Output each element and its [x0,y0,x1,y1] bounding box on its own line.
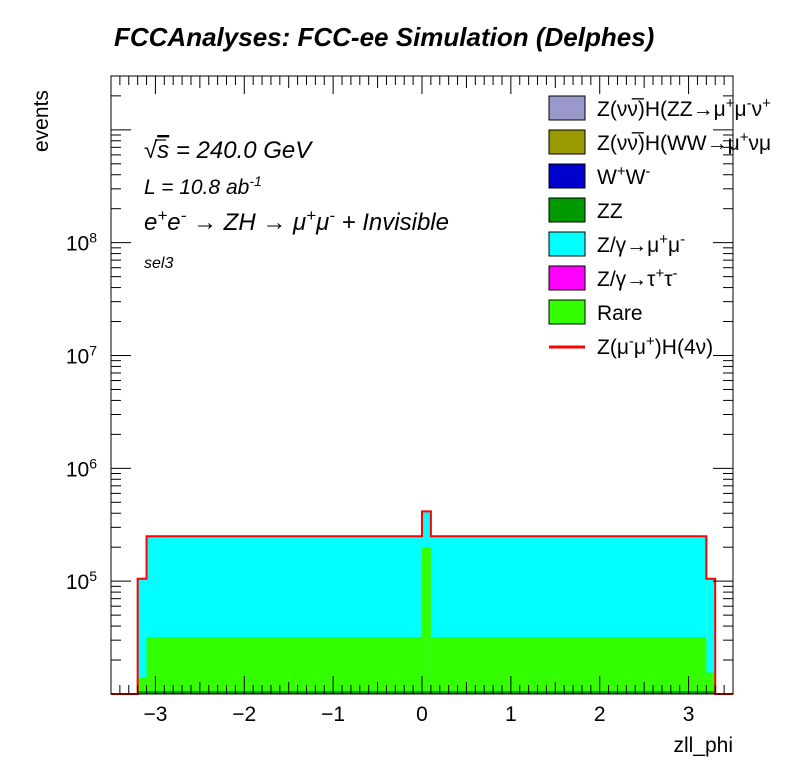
x-tick-label: 1 [505,703,517,726]
legend: Z(νν̅)H(ZZ→μ+μ-ν+ Z(νν̅)H(WW→μ+νμ W+W- ZZ Z/… [548,95,771,360]
bar-2-3 [422,691,431,694]
bar-2-5 [706,691,716,694]
plot-area: −3 −2 −1 0 1 2 3 105 106 107 108 [66,75,734,726]
legend-swatch [548,231,586,257]
y-tick-label: 108 [66,230,97,256]
legend-label: ZZ [597,200,623,223]
bar-1-3 [422,547,431,694]
bar-1-5 [706,672,716,694]
legend-items: Z(νν̅)H(ZZ→μ+μ-ν+ Z(νν̅)H(WW→μ+νμ W+W- ZZ Z/… [548,95,771,360]
legend-label: Z(μ-μ+)H(4ν) [597,333,713,360]
chart-title: FCCAnalyses: FCC-ee Simulation (Delphes) [114,22,654,52]
legend-entry-4: Z/γ→μ+μ- [548,231,685,258]
y-tick-label: 106 [66,455,97,481]
legend-label: W+W- [597,163,650,190]
legend-entry-2: W+W- [548,163,650,190]
x-tick-label: −3 [143,703,167,726]
bar-2-4 [430,691,707,694]
x-tick-label: −1 [321,703,345,726]
axes: −3 −2 −1 0 1 2 3 105 106 107 108 [66,75,734,726]
y-tick-label: 105 [66,568,97,594]
legend-entry-0: Z(νν̅)H(ZZ→μ+μ-ν+ [548,95,771,122]
lumi-label: L = 10.8 ab-1 [144,173,262,199]
legend-label: Z/γ→μ+μ- [597,231,685,258]
annotations: √s = 240.0 GeV L = 10.8 ab-1 e+e- → ZH → μ… [144,137,449,272]
bar-1-2 [146,637,423,694]
legend-label: Z(νν̅)H(WW→μ+νμ [597,129,771,156]
legend-entry-3: ZZ [548,197,623,223]
legend-swatch [548,197,586,223]
legend-entry-5: Z/γ→τ+τ- [548,265,678,292]
series-1 [137,547,716,694]
legend-entry-7: Z(μ-μ+)H(4ν) [549,333,713,360]
bar-2-1 [137,691,147,694]
legend-swatch [548,299,586,325]
legend-entry-1: Z(νν̅)H(WW→μ+νμ [548,129,771,156]
x-tick-label: 3 [683,703,695,726]
legend-swatch [548,95,586,121]
series-2 [137,691,716,694]
bar-0-5 [706,578,716,694]
bar-1-4 [430,637,707,694]
x-tick-label: −2 [232,703,256,726]
legend-label: Z(νν̅)H(ZZ→μ+μ-ν+ [597,95,771,122]
bar-1-1 [137,677,147,694]
process-label: e+e- → ZH → μ+μ- + Invisible [144,206,449,237]
x-tick-label: 2 [594,703,606,726]
legend-swatch [548,163,586,189]
x-axis-label: zll_phi [673,734,733,757]
legend-label: Z/γ→τ+τ- [597,265,678,292]
legend-swatch [548,265,586,291]
legend-swatch [548,129,586,155]
total-line [111,510,733,695]
bar-2-2 [146,691,423,694]
bar-0-1 [137,578,147,694]
x-tick-label: 0 [416,703,428,726]
legend-entry-6: Rare [548,299,643,325]
legend-label: Rare [597,302,643,325]
energy-label: √s = 240.0 GeV [144,137,313,164]
y-axis-label: events [30,90,53,152]
y-tick-label: 107 [66,343,97,369]
selection-label: sel3 [144,255,173,272]
